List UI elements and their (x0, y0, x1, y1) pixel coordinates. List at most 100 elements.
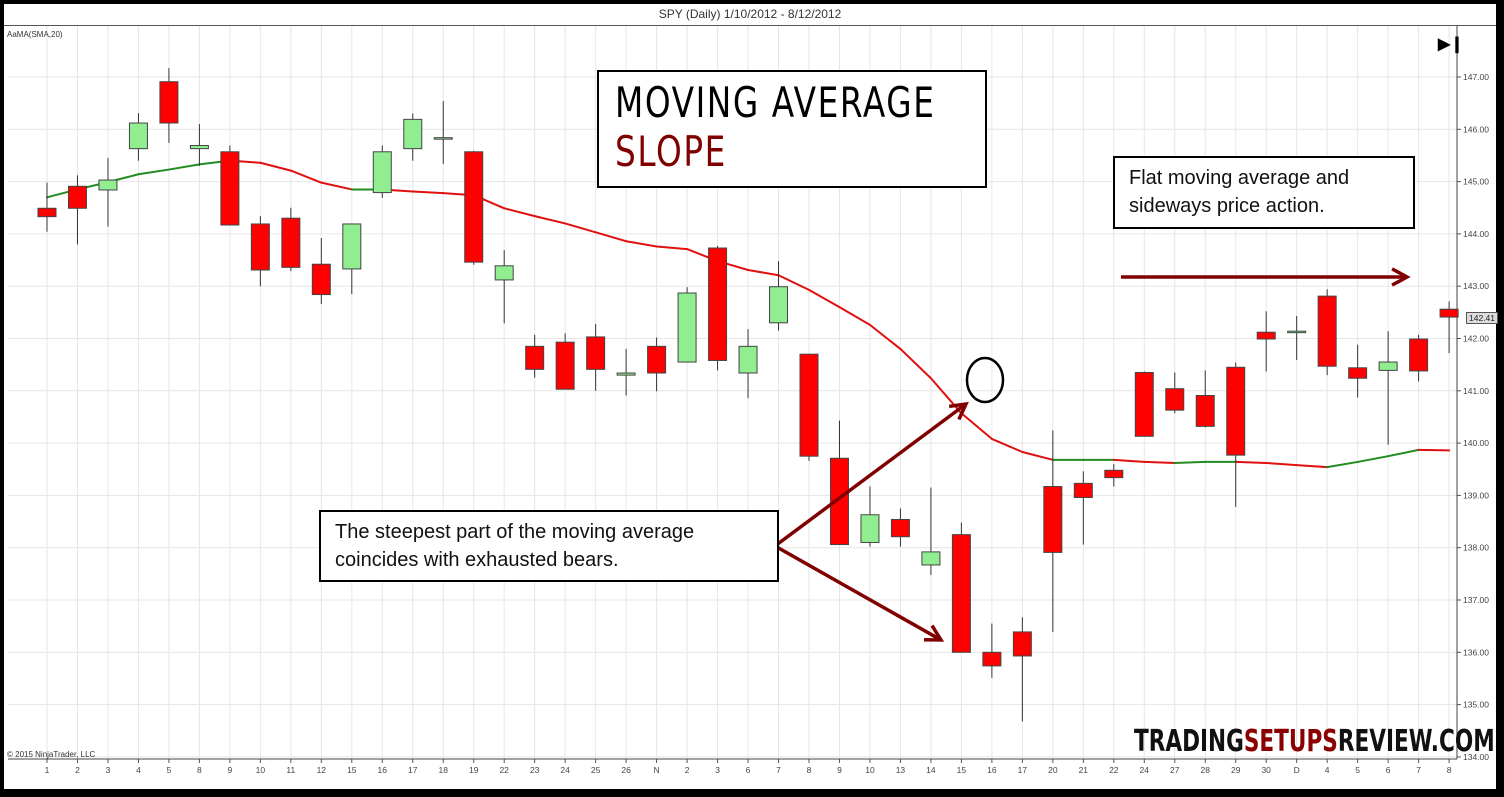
candle (1317, 289, 1337, 376)
x-tick-label: 4 (1325, 765, 1330, 775)
candle (555, 333, 575, 390)
candle (311, 238, 331, 304)
x-tick-label: 2 (75, 765, 80, 775)
x-tick-label: 15 (957, 765, 967, 775)
y-tick-label: 146.00 (1463, 124, 1489, 134)
x-tick-label: 23 (530, 765, 540, 775)
x-tick-label: 5 (1355, 765, 1360, 775)
candle (67, 175, 87, 245)
watermark-part2: SETUPS (1243, 724, 1338, 759)
candle (616, 348, 636, 396)
sma-segment (625, 240, 658, 248)
sma-segment (808, 288, 841, 309)
candle (525, 334, 545, 378)
x-tick-label: 24 (560, 765, 570, 775)
x-tick-label: 16 (987, 765, 997, 775)
candle (677, 287, 697, 363)
candle (1073, 471, 1093, 545)
candle (189, 124, 209, 166)
x-tick-label: 27 (1170, 765, 1180, 775)
x-tick-label: 7 (776, 765, 781, 775)
y-tick-label: 143.00 (1463, 281, 1489, 291)
x-tick-label: 16 (378, 765, 388, 775)
sma-segment (1143, 460, 1176, 464)
x-tick-label: 24 (1140, 765, 1150, 775)
x-tick-label: 8 (807, 765, 812, 775)
x-tick-label: 12 (317, 765, 327, 775)
y-tick-label: 145.00 (1463, 177, 1489, 187)
candle (860, 486, 880, 547)
y-tick-label: 135.00 (1463, 700, 1489, 710)
x-tick-label: 18 (439, 765, 449, 775)
y-tick-label: 134.00 (1463, 752, 1489, 762)
sma-segment (1173, 460, 1207, 464)
candle (1195, 370, 1215, 428)
candle (647, 337, 667, 392)
note-flat-ma: Flat moving average and sideways price a… (1113, 156, 1415, 229)
x-tick-label: 4 (136, 765, 141, 775)
sma-segment (137, 168, 170, 176)
x-tick-label: 6 (1386, 765, 1391, 775)
sma-segment (929, 377, 963, 415)
candle (128, 113, 148, 161)
y-tick-label: 137.00 (1463, 595, 1489, 605)
y-tick-label: 136.00 (1463, 647, 1489, 657)
last-price-tag: 142.41 (1466, 312, 1498, 324)
sma-segment (655, 245, 689, 251)
x-tick-label: 22 (499, 765, 509, 775)
candle (159, 68, 179, 143)
candle (586, 323, 606, 391)
x-tick-label: 13 (896, 765, 906, 775)
candle (799, 353, 819, 461)
arrow-flat-head (1391, 267, 1411, 287)
candle (1287, 316, 1307, 360)
candle (738, 329, 758, 399)
skip-to-end-icon[interactable]: ▶❙ (1438, 36, 1464, 53)
title-line-1: MOVING AVERAGE (615, 78, 936, 127)
y-tick-label: 140.00 (1463, 438, 1489, 448)
candle (281, 207, 301, 272)
x-tick-label: 30 (1261, 765, 1271, 775)
sma-segment (1021, 450, 1054, 461)
x-tick-label: 28 (1201, 765, 1211, 775)
watermark-part1: TRADING (1134, 724, 1244, 759)
sma-segment (1387, 448, 1420, 458)
x-tick-label: 6 (746, 765, 751, 775)
y-tick-label: 144.00 (1463, 229, 1489, 239)
sma-segment (747, 268, 780, 277)
y-tick-label: 141.00 (1463, 386, 1489, 396)
sma-segment (594, 231, 628, 243)
candle (1134, 371, 1154, 437)
x-tick-label: 10 (256, 765, 266, 775)
candle (1348, 344, 1368, 398)
watermark-part3: REVIEW.COM (1337, 724, 1495, 759)
arrow-to-low-head (923, 624, 945, 642)
copyright-text: © 2015 NinjaTrader, LLC (7, 750, 96, 759)
note-steep-ma: The steepest part of the moving average … (319, 510, 779, 582)
x-tick-label: 19 (469, 765, 479, 775)
x-tick-label: 17 (1018, 765, 1028, 775)
sma-segment (533, 215, 567, 225)
price-chart[interactable]: 134.00 135.00 136.00 137.00 138.00 139.00 140.… (4, 4, 1500, 793)
x-tick-label: 8 (197, 765, 202, 775)
sma-segment (1295, 464, 1329, 469)
sma-segment (564, 222, 597, 234)
sma-segment (777, 274, 810, 291)
arrow-to-ma (773, 402, 968, 548)
x-tick-label: 9 (837, 765, 842, 775)
x-tick-label: 15 (347, 765, 357, 775)
arrow-to-ma-head (948, 401, 969, 421)
sma-segment (1326, 460, 1359, 469)
candle (1409, 334, 1429, 382)
candle (982, 623, 1002, 678)
candle (708, 245, 728, 371)
sma-segment (1265, 461, 1298, 467)
y-tick-label: 142.00 (1463, 334, 1489, 344)
candle (1226, 362, 1246, 507)
candle (951, 522, 971, 653)
candle (403, 113, 423, 161)
candle (98, 158, 118, 227)
x-tick-label: 3 (715, 765, 720, 775)
sma-segment (1112, 458, 1146, 463)
